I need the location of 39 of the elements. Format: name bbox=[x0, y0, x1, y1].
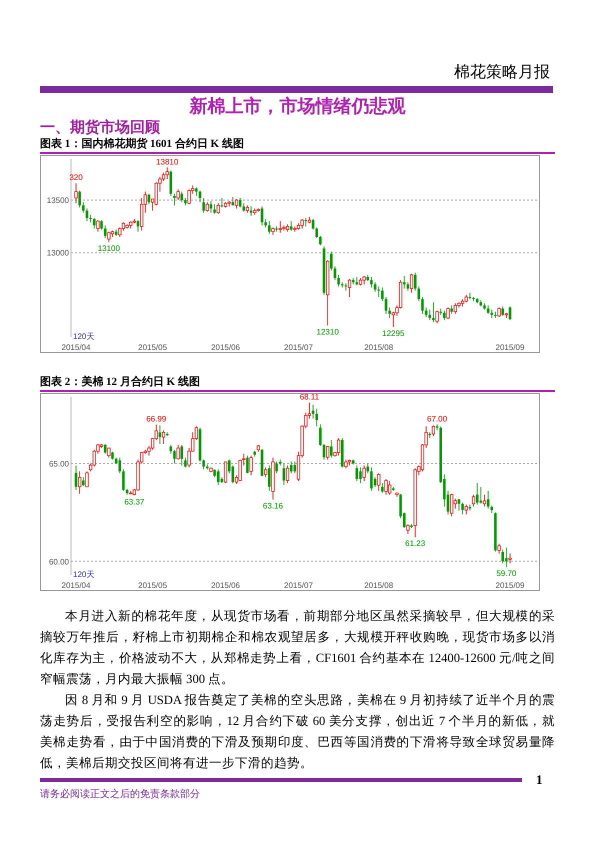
y-tick-label: 60.00 bbox=[48, 557, 70, 566]
text: 61.23 bbox=[405, 539, 426, 548]
text: 新棉上市，市场情绪仍悲观 bbox=[188, 95, 406, 118]
x-tick-label: 2015/08 bbox=[364, 581, 394, 590]
x-tick-label: 2015/04 bbox=[62, 581, 92, 590]
x-tick-label: 2015/07 bbox=[284, 343, 314, 352]
text: 320 bbox=[69, 173, 83, 182]
x-tick-label: 2015/06 bbox=[211, 343, 241, 352]
x-tick-label: 2015/05 bbox=[138, 343, 168, 352]
text: 67.00 bbox=[427, 414, 448, 424]
annotation: 120天 bbox=[73, 570, 94, 579]
text: 请务必阅读正文之后的免责条款部分 bbox=[40, 788, 200, 801]
y-tick-label: 65.00 bbox=[48, 460, 70, 469]
text: 因 8 月和 9 月 USDA 报告奠定了美棉的空头思路，美棉在 9 月初持续了近半个月的震荡走势后，受报告利空的影响，12 月合约下破 60 美分支撑，创出近 7 个半月的新低，就美棉走势看，由于中国消费的下滑及预期印度、巴西等国消费的下滑将导致全球贸易量降低，美棉后期交投区间将有进一步下滑的趋势。 bbox=[40, 693, 555, 770]
text: 13810 bbox=[156, 157, 178, 166]
text: 59.70 bbox=[496, 569, 516, 578]
x-tick-label: 2015/08 bbox=[364, 343, 394, 352]
text: 63.37 bbox=[124, 497, 144, 506]
x-tick-label: 2015/09 bbox=[496, 343, 526, 352]
x-tick-label: 2015/05 bbox=[138, 581, 168, 590]
text: 63.16 bbox=[262, 501, 283, 510]
text: 12310 bbox=[316, 327, 339, 336]
text: 13100 bbox=[98, 244, 120, 254]
x-tick-label: 2015/04 bbox=[62, 343, 92, 352]
x-tick-label: 2015/09 bbox=[496, 581, 526, 590]
x-tick-label: 2015/07 bbox=[284, 581, 314, 590]
text: 66.99 bbox=[146, 414, 166, 424]
text: 棉花策略月报 bbox=[454, 62, 550, 83]
text: 1 bbox=[536, 772, 542, 788]
annotation: 120天 bbox=[73, 332, 94, 341]
y-tick-label: 13000 bbox=[46, 248, 70, 258]
text: 一、期货市场回顾 bbox=[40, 118, 160, 137]
x-tick-label: 2015/06 bbox=[211, 581, 241, 590]
text: 68.11 bbox=[300, 392, 320, 402]
chart-title: 图表 1：国内棉花期货 1601 合约日 K 线图 bbox=[40, 136, 244, 151]
chart-title: 图表 2：美棉 12 月合约日 K 线图 bbox=[40, 374, 200, 389]
text: 12295 bbox=[382, 328, 404, 338]
text: 本月进入新的棉花年度，从现货市场看，前期部分地区虽然采摘较早，但大规模的采摘较万年推后，籽棉上市初期棉企和棉农观望居多，大规模开秤收购晚，现货市场多以消化库存为主，价格波动不大，从郑棉走势上看，CF1601 合约基本在 12400-12600 元/吨之间窄幅震荡，月内最大振幅 300 点。 bbox=[40, 608, 555, 688]
y-tick-label: 13500 bbox=[46, 196, 70, 206]
